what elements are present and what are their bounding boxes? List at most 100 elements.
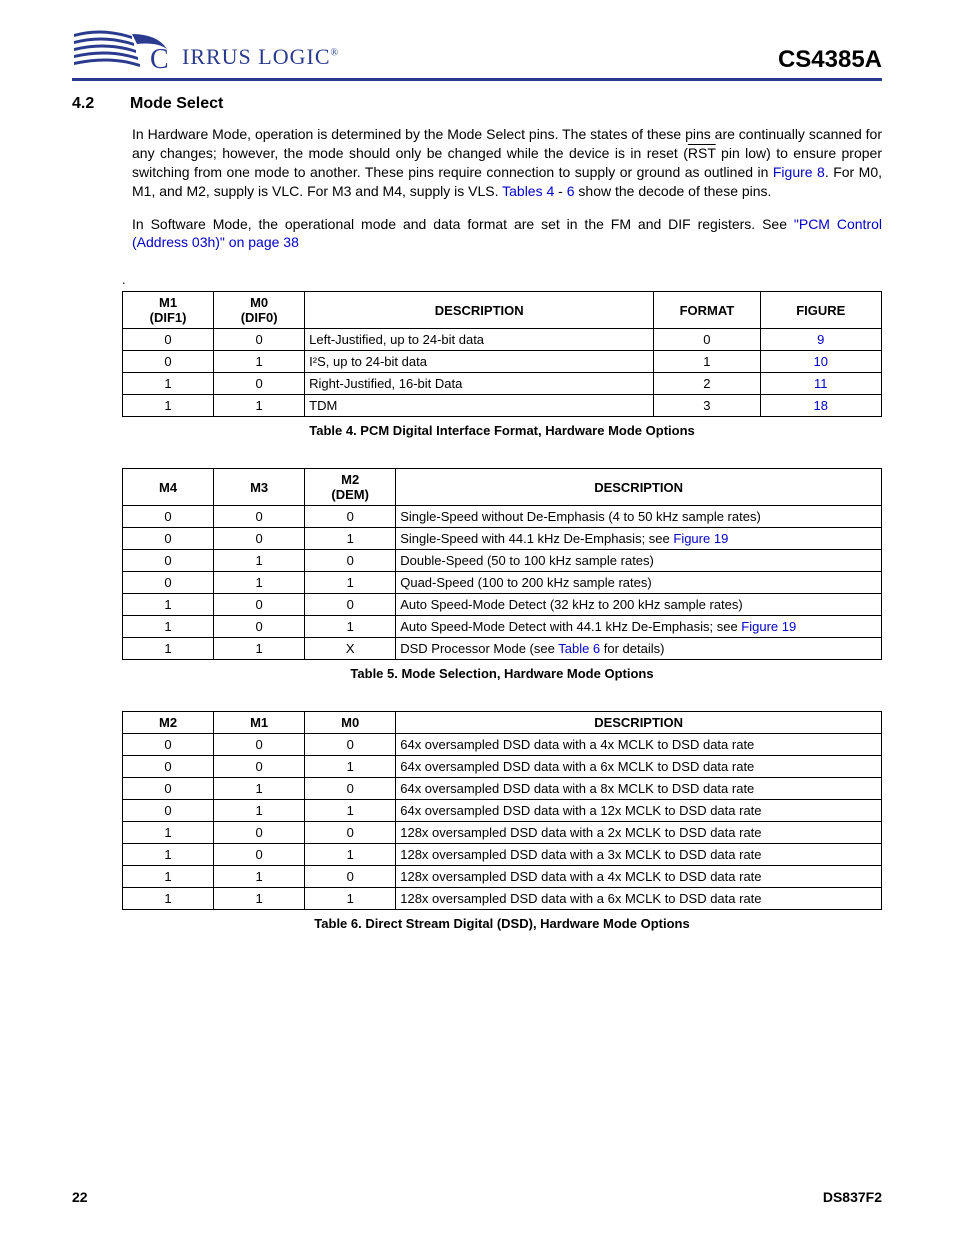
cell-desc: I²S, up to 24-bit data (305, 351, 654, 373)
cell-m2: 0 (305, 506, 396, 528)
col-m0: M0 (305, 712, 396, 734)
link-inline[interactable]: Table 6 (558, 641, 600, 656)
cell-desc: Single-Speed with 44.1 kHz De-Emphasis; … (396, 528, 882, 550)
cell-format: 3 (654, 395, 760, 417)
link-figure-8[interactable]: Figure 8 (773, 164, 825, 180)
link-tables-6[interactable]: 6 (567, 183, 575, 199)
brand-logo: C IRRUS LOGIC® (72, 24, 339, 74)
cell-desc: 128x oversampled DSD data with a 6x MCLK… (396, 888, 882, 910)
cell-desc: 64x oversampled DSD data with a 12x MCLK… (396, 800, 882, 822)
section-heading: 4.2 Mode Select (72, 95, 882, 113)
cell-m2: 1 (305, 528, 396, 550)
link-inline[interactable]: Figure 19 (741, 619, 796, 634)
cell-m2: 0 (123, 734, 214, 756)
cell-m2: 1 (305, 572, 396, 594)
cell-m0: 0 (214, 373, 305, 395)
cell-desc: 64x oversampled DSD data with a 4x MCLK … (396, 734, 882, 756)
cell-desc: 64x oversampled DSD data with a 6x MCLK … (396, 756, 882, 778)
cell-m2: 0 (123, 778, 214, 800)
cell-figure[interactable]: 9 (760, 329, 881, 351)
table-row: M1(DIF1) M0(DIF0) DESCRIPTION FORMAT FIG… (123, 292, 882, 329)
paragraph-hardware-mode: In Hardware Mode, operation is determine… (132, 125, 882, 201)
cell-m0: 0 (305, 866, 396, 888)
table-row: 01I²S, up to 24-bit data110 (123, 351, 882, 373)
cell-figure[interactable]: 10 (760, 351, 881, 373)
cell-m1: 1 (214, 888, 305, 910)
col-m1: M1(DIF1) (123, 292, 214, 329)
cell-desc: Right-Justified, 16-bit Data (305, 373, 654, 395)
cell-m2: 1 (123, 866, 214, 888)
cell-m1: 1 (214, 866, 305, 888)
cell-desc: 128x oversampled DSD data with a 2x MCLK… (396, 822, 882, 844)
table-row: M4 M3 M2(DEM) DESCRIPTION (123, 469, 882, 506)
link-inline[interactable]: Figure 19 (673, 531, 728, 546)
cell-m1: 1 (123, 373, 214, 395)
paragraph-software-mode: In Software Mode, the operational mode a… (132, 215, 882, 253)
cell-m1: 1 (214, 778, 305, 800)
cell-m3: 1 (214, 638, 305, 660)
cell-m3: 0 (214, 506, 305, 528)
table-row: 01164x oversampled DSD data with a 12x M… (123, 800, 882, 822)
col-format: FORMAT (654, 292, 760, 329)
cell-m0: 0 (305, 822, 396, 844)
brand-text: IRRUS LOGIC® (182, 44, 339, 70)
cell-m1: 0 (123, 351, 214, 373)
cell-format: 0 (654, 329, 760, 351)
cell-desc: Double-Speed (50 to 100 kHz sample rates… (396, 550, 882, 572)
cell-m4: 0 (123, 550, 214, 572)
cell-m1: 0 (214, 844, 305, 866)
link-tables-4[interactable]: Tables 4 (502, 183, 554, 199)
cell-m1: 1 (123, 395, 214, 417)
table-row: 110128x oversampled DSD data with a 4x M… (123, 866, 882, 888)
cell-m2: X (305, 638, 396, 660)
cell-m3: 0 (214, 528, 305, 550)
cell-m2: 0 (305, 550, 396, 572)
cell-m0: 0 (214, 329, 305, 351)
cell-m0: 1 (214, 395, 305, 417)
cell-format: 1 (654, 351, 760, 373)
cell-m0: 1 (305, 844, 396, 866)
cell-m4: 1 (123, 616, 214, 638)
cell-m0: 1 (214, 351, 305, 373)
page-header: C IRRUS LOGIC® CS4385A (72, 24, 882, 81)
table-row: 11TDM318 (123, 395, 882, 417)
cell-m2: 0 (123, 756, 214, 778)
table-row: 00064x oversampled DSD data with a 4x MC… (123, 734, 882, 756)
cell-figure[interactable]: 18 (760, 395, 881, 417)
table-row: 00164x oversampled DSD data with a 6x MC… (123, 756, 882, 778)
table-row: 11XDSD Processor Mode (see Table 6 for d… (123, 638, 882, 660)
cell-desc: Left-Justified, up to 24-bit data (305, 329, 654, 351)
table-5: M4 M3 M2(DEM) DESCRIPTION 000Single-Spee… (122, 468, 882, 660)
table-row: 111128x oversampled DSD data with a 6x M… (123, 888, 882, 910)
col-m3: M3 (214, 469, 305, 506)
col-description: DESCRIPTION (396, 712, 882, 734)
cell-format: 2 (654, 373, 760, 395)
document-title: CS4385A (778, 46, 882, 74)
cell-m4: 1 (123, 638, 214, 660)
cell-m1: 0 (214, 822, 305, 844)
cell-figure[interactable]: 11 (760, 373, 881, 395)
table-6: M2 M1 M0 DESCRIPTION 00064x oversampled … (122, 711, 882, 910)
col-m1: M1 (214, 712, 305, 734)
table-row: 101Auto Speed-Mode Detect with 44.1 kHz … (123, 616, 882, 638)
cell-m4: 0 (123, 528, 214, 550)
page-footer: 22 DS837F2 (72, 1189, 882, 1205)
table-5-caption: Table 5. Mode Selection, Hardware Mode O… (122, 666, 882, 681)
col-description: DESCRIPTION (305, 292, 654, 329)
cell-m1: 1 (214, 800, 305, 822)
cell-m0: 0 (305, 734, 396, 756)
cell-desc: 128x oversampled DSD data with a 3x MCLK… (396, 844, 882, 866)
cell-m2: 1 (123, 844, 214, 866)
cell-desc: DSD Processor Mode (see Table 6 for deta… (396, 638, 882, 660)
cell-m3: 0 (214, 594, 305, 616)
cell-m4: 0 (123, 572, 214, 594)
cell-m2: 1 (123, 822, 214, 844)
col-m4: M4 (123, 469, 214, 506)
section-number: 4.2 (72, 95, 100, 113)
page-number: 22 (72, 1189, 88, 1205)
table-row: 011Quad-Speed (100 to 200 kHz sample rat… (123, 572, 882, 594)
cell-m1: 0 (123, 329, 214, 351)
col-figure: FIGURE (760, 292, 881, 329)
cell-desc: Single-Speed without De-Emphasis (4 to 5… (396, 506, 882, 528)
cirrus-swirl-icon: C (72, 24, 182, 74)
